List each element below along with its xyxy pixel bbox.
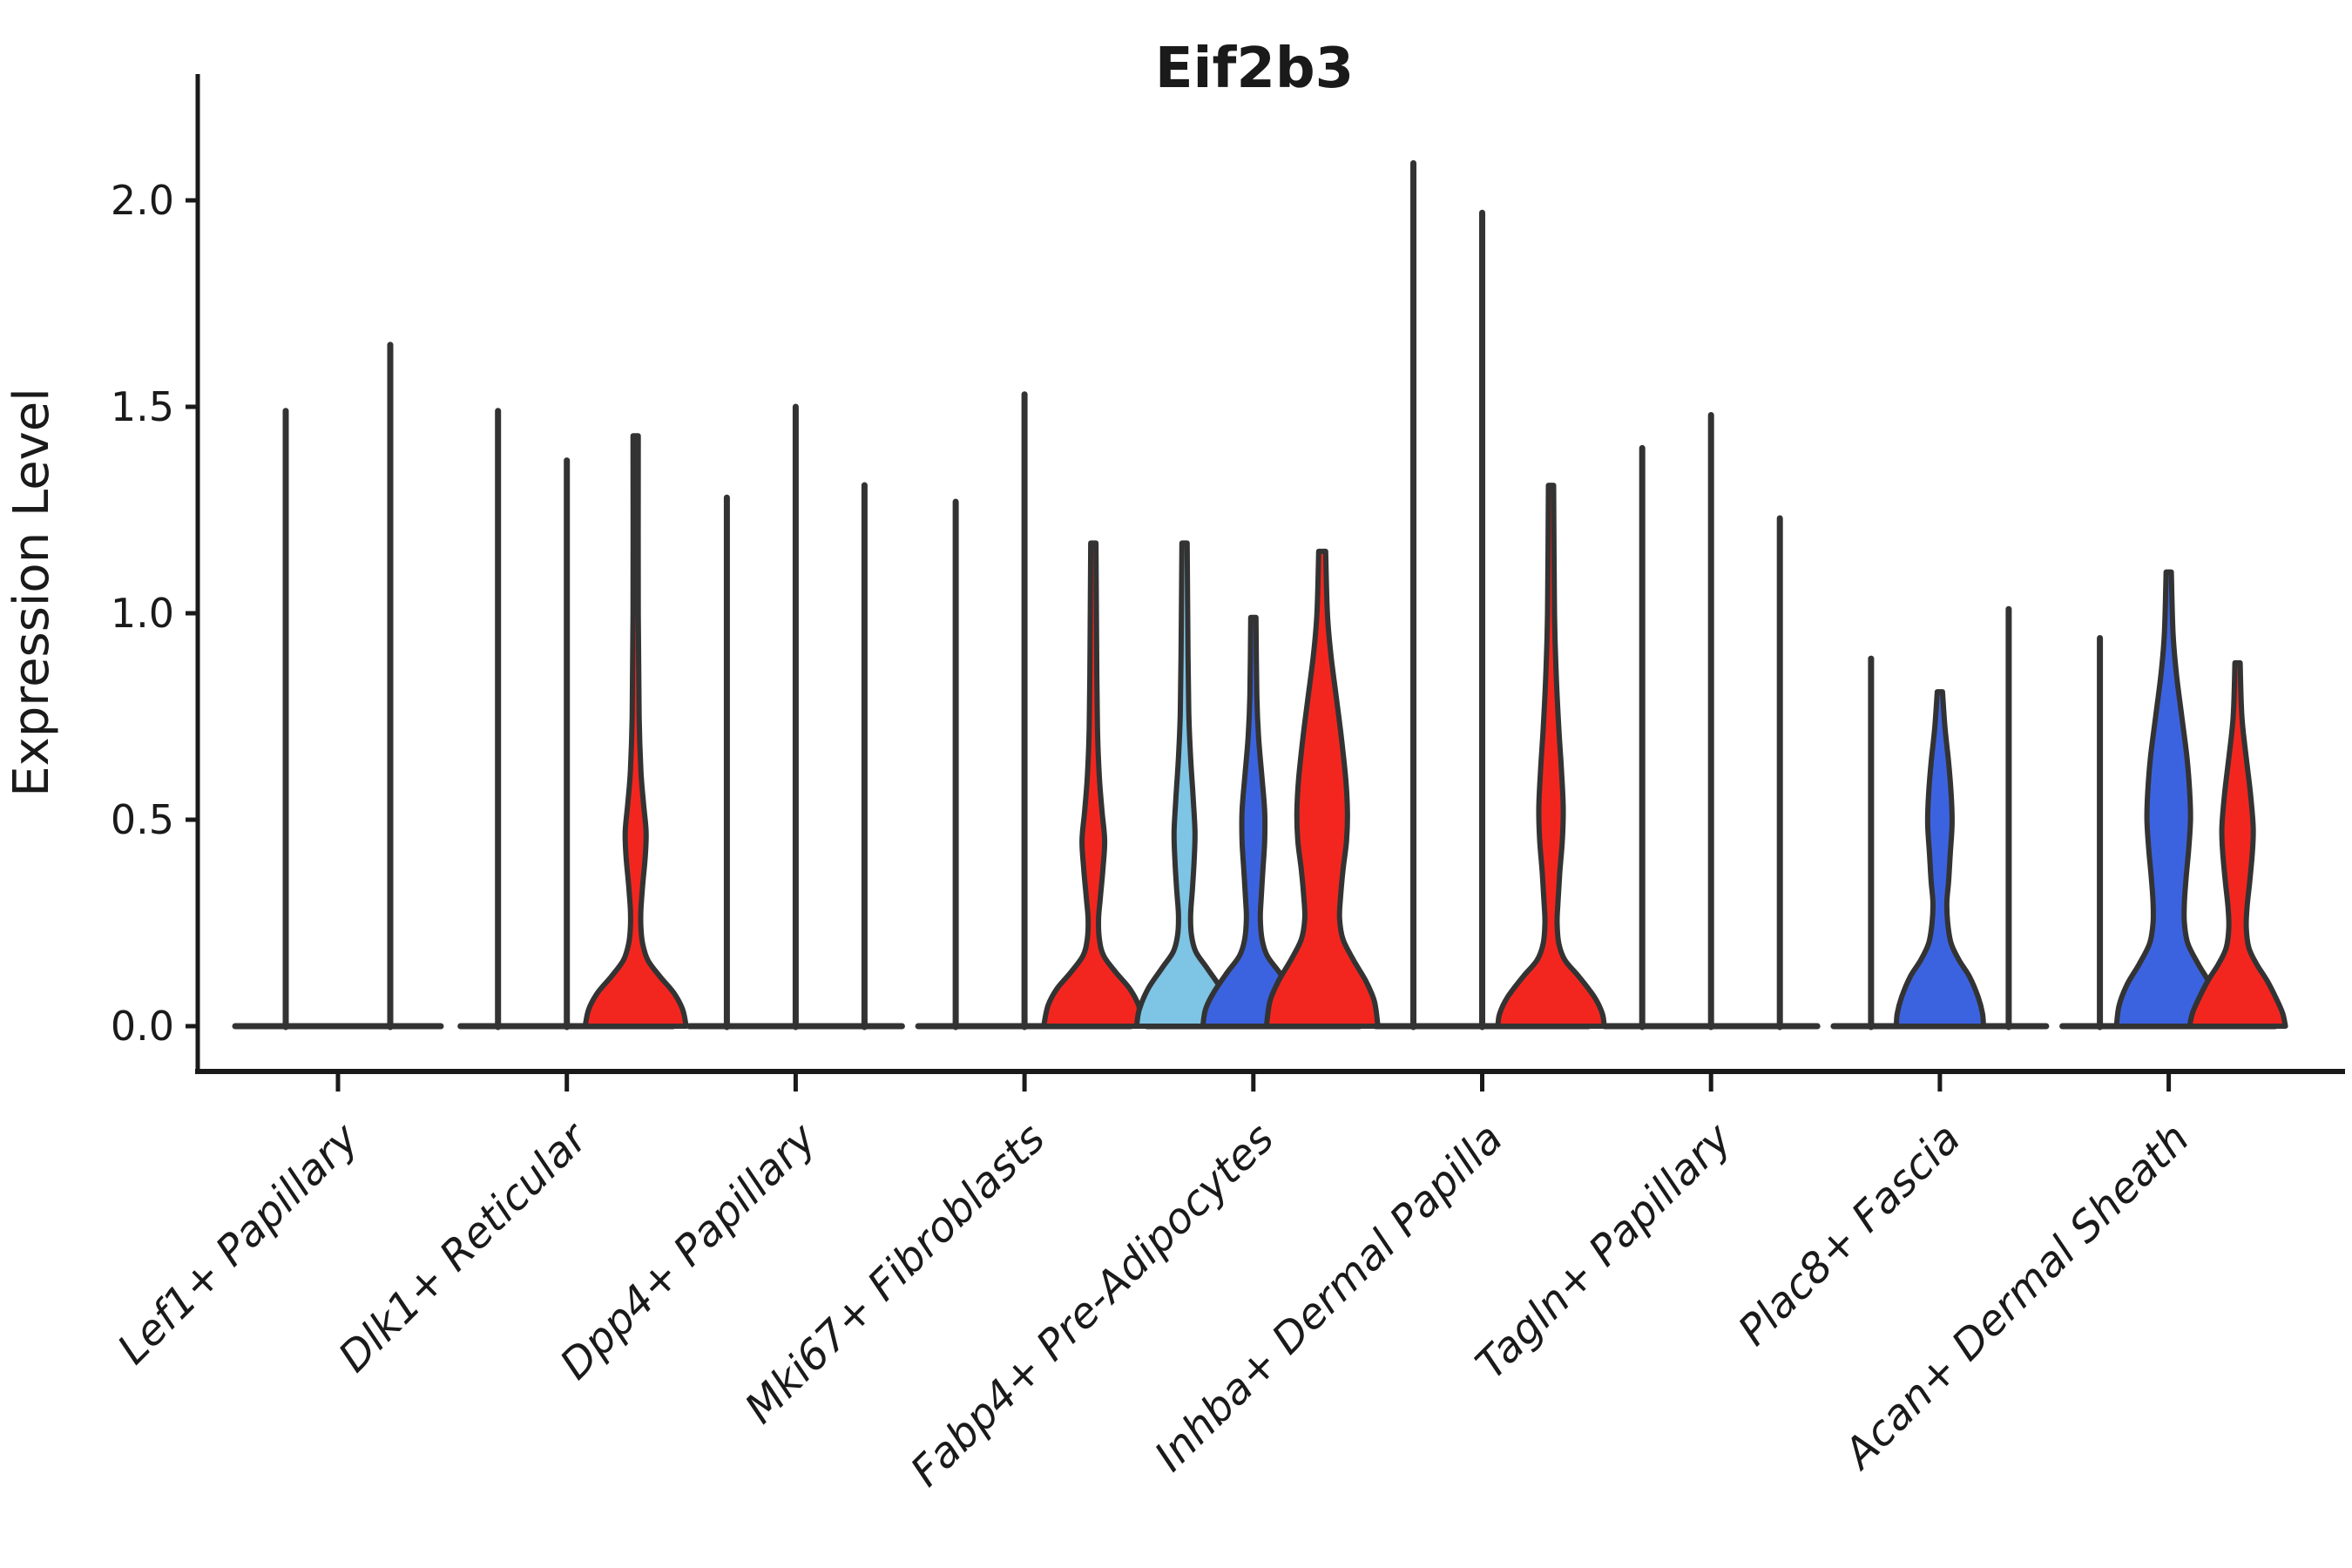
violin-group-plac8-fascia [1830,605,2050,1031]
y-axis-label: Expression Level [3,388,60,797]
violin-acan-dermal-sheath-blue [2113,569,2224,1029]
y-tick-label: 2.0 [111,177,174,224]
x-tick-label-tagln-papillary: Tagln+ Papillary [1466,1113,1741,1389]
x-tick-label-fabp4-pre-adipocytes: Fabp4+ Pre-Adipocytes [902,1114,1284,1497]
x-tick-label-plac8-fascia: Plac8+ Fascia [1729,1114,1970,1355]
violin-dlk1-reticular-red [582,433,689,1029]
violins-layer [232,159,2288,1031]
violin-group-dpp4-papillary [686,403,905,1031]
chart-title: Eif2b3 [1155,37,1354,101]
violin-fabp4-pre-adipocytes-lightblue [1133,540,1235,1029]
violin-group-dlk1-reticular [457,408,689,1031]
y-tick-label: 0.5 [111,796,174,843]
x-tick-label-lef1-papillary: Lef1+ Papillary [108,1113,368,1374]
y-tick-label: 1.5 [111,383,174,430]
y-tick-label: 1.0 [111,590,174,637]
x-tick-label-dlk1-reticular: Dlk1+ Reticular [329,1112,599,1382]
violin-group-lef1-papillary [232,341,444,1031]
violin-mki67-fibroblasts-red [1041,540,1146,1029]
violin-group-inhba-dermal-papilla [1373,159,1607,1031]
violin-plac8-fascia-blue [1893,689,1986,1029]
violin-fabp4-pre-adipocytes-red [1263,548,1381,1029]
violin-group-tagln-papillary [1601,411,1821,1031]
violin-acan-dermal-sheath-red [2186,659,2288,1029]
y-axis-ticks: 0.0 0.5 1.0 1.5 2.0 [111,177,198,1050]
violin-group-fabp4-pre-adipocytes [1133,540,1381,1030]
violin-inhba-dermal-papilla-red [1495,483,1607,1029]
violin-group-acan-dermal-sheath [2059,569,2288,1031]
violin-group-mki67-fibroblasts [915,391,1146,1031]
x-tick-label-dpp4-papillary: Dpp4+ Papillary [551,1113,826,1389]
violin-fabp4-pre-adipocytes-blue [1200,614,1307,1029]
y-tick-label: 0.0 [111,1003,174,1050]
